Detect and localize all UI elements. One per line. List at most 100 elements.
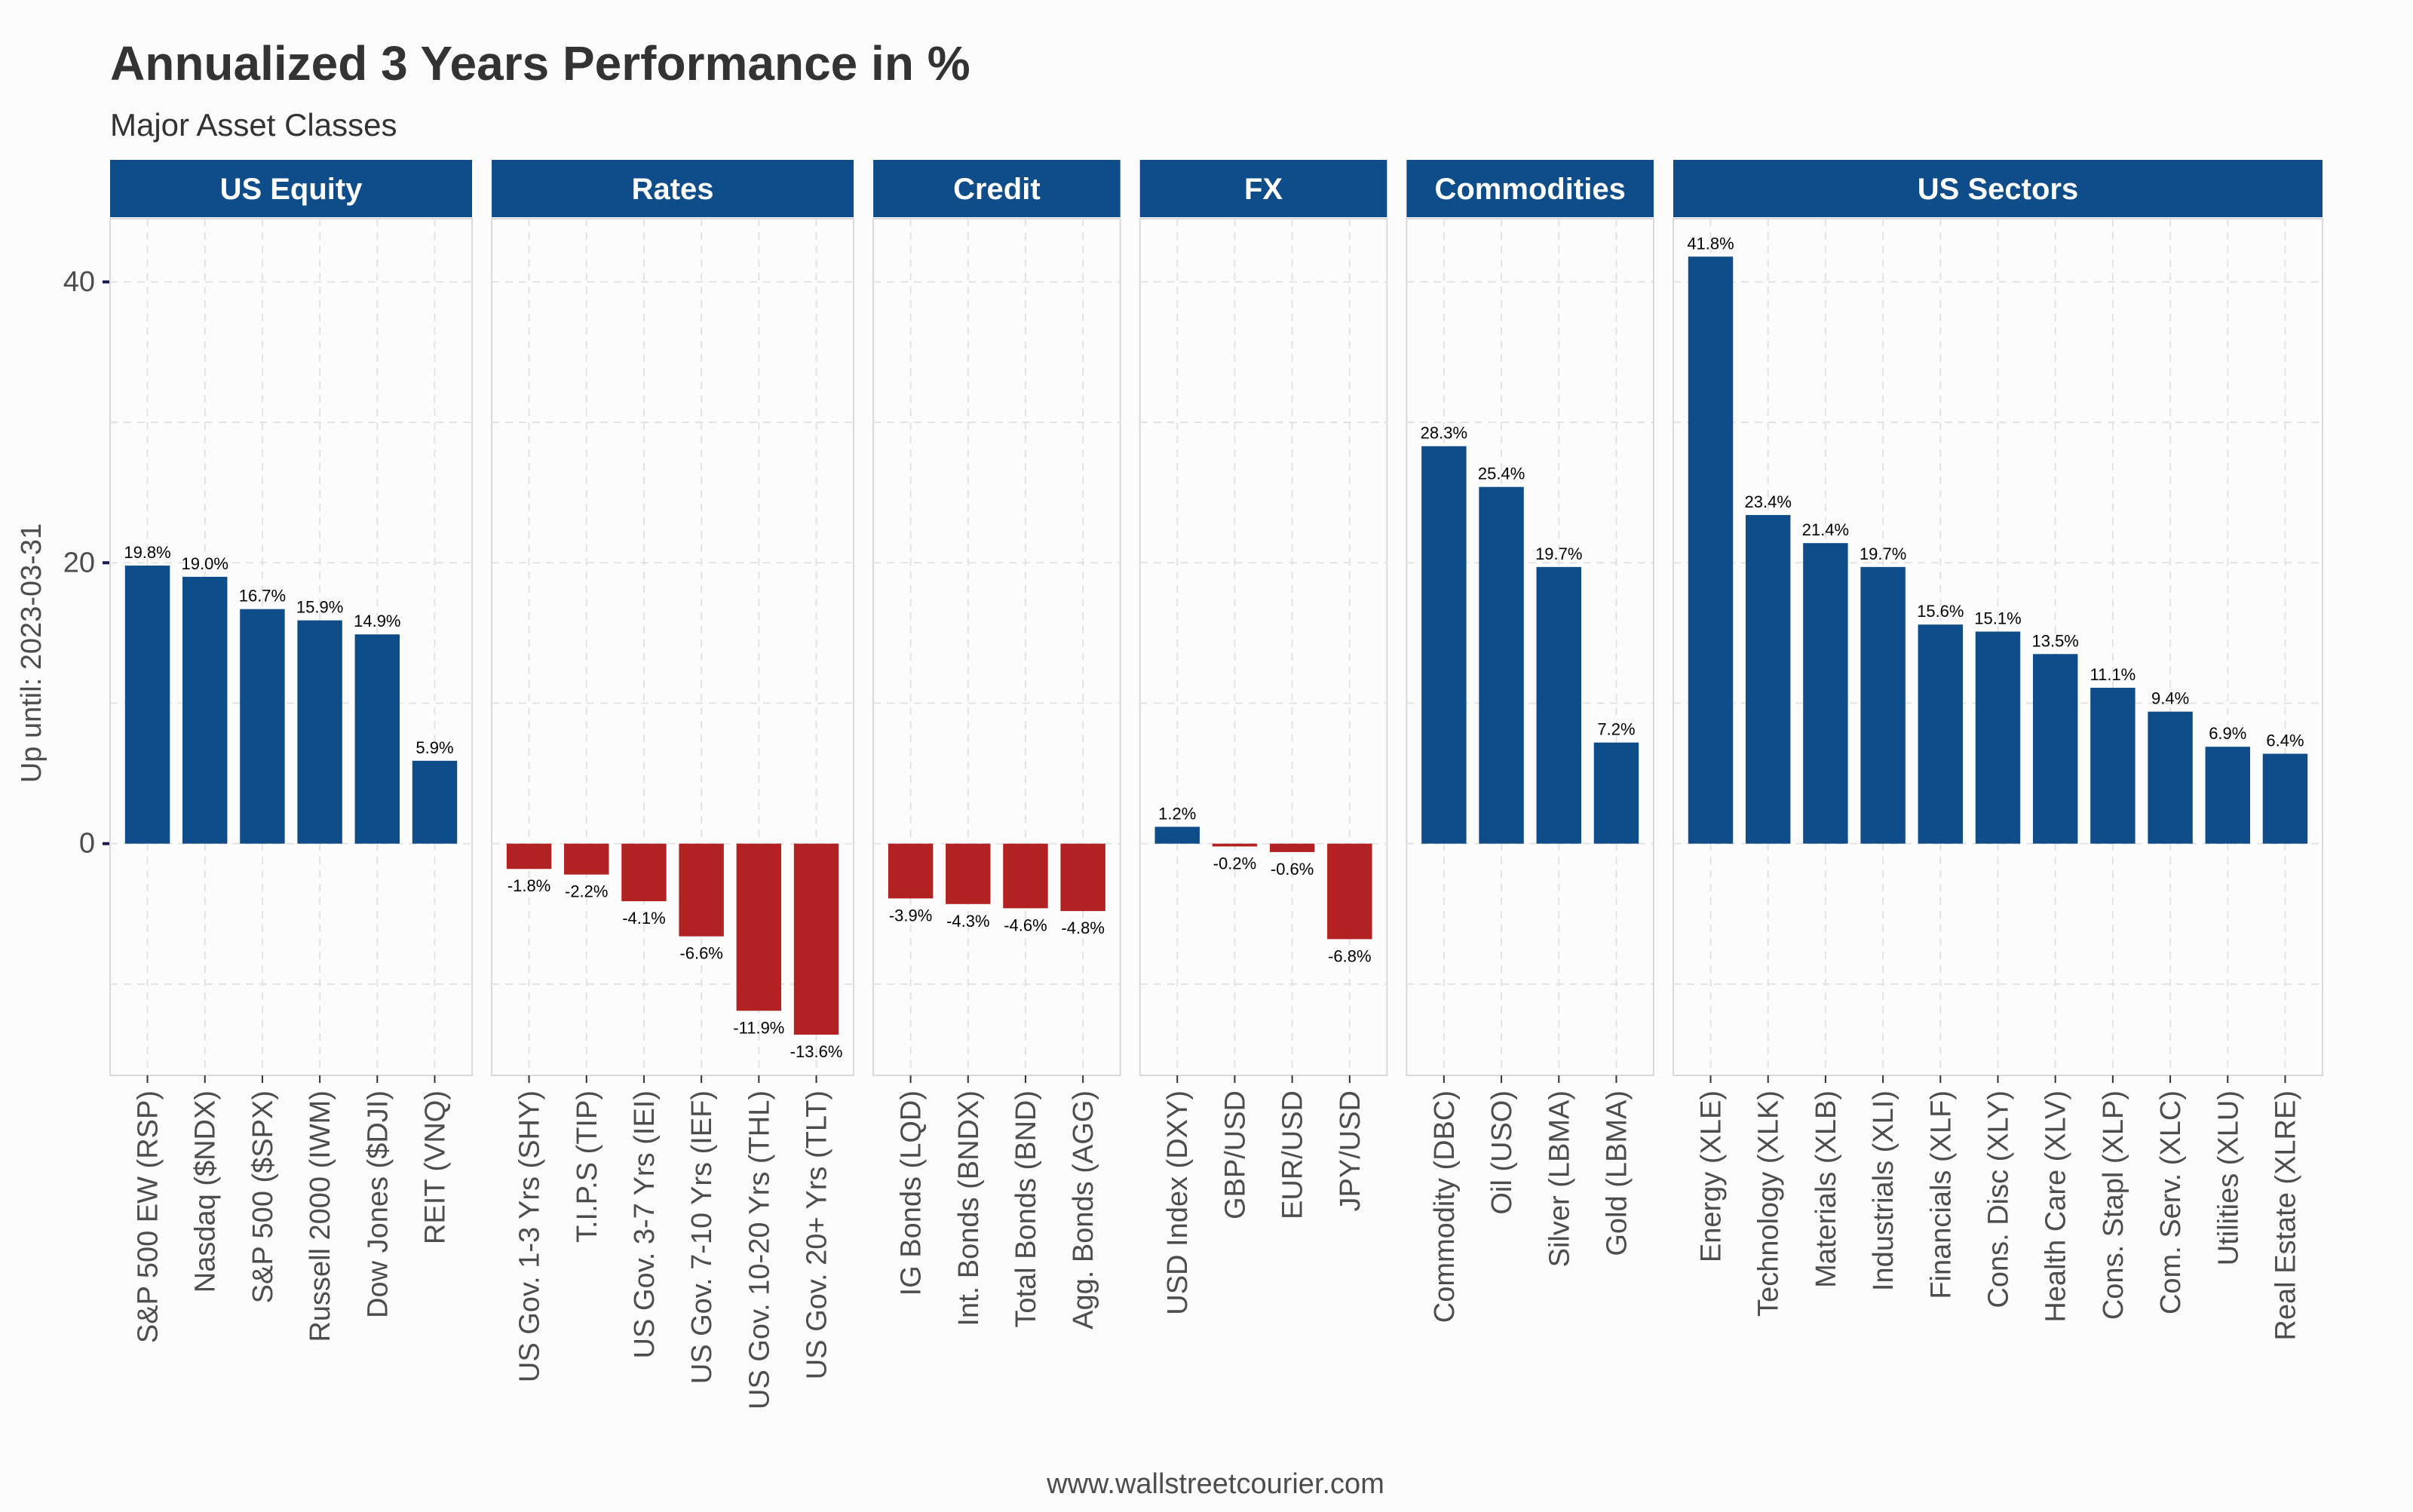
bar [1918,624,1964,844]
bar [2032,654,2078,844]
data-label: 14.9% [354,612,400,630]
data-label: 16.7% [239,587,286,606]
panel-background [491,218,855,1076]
bar [679,843,724,937]
bar [736,843,782,1011]
bar [412,760,458,844]
data-label: 11.1% [2090,665,2136,684]
data-label: 41.8% [1687,234,1734,253]
bar [1154,827,1200,844]
bar [2262,753,2308,844]
data-label: -4.3% [946,912,989,931]
x-tick-label: Dow Jones ($DJI) [362,1090,394,1318]
x-tick-label: US Gov. 10-20 Yrs (THL) [744,1090,775,1409]
x-tick-label: Industrials (XLI) [1868,1090,1899,1291]
x-tick-label: Silver (LBMA) [1544,1090,1575,1267]
x-tick-label: Int. Bonds (BNDX) [953,1090,985,1326]
x-tick-label: US Gov. 3-7 Yrs (IEI) [629,1090,661,1358]
x-tick-label: Nasdaq ($NDX) [190,1090,222,1293]
facet-panel-fx: FX 1.2% USD Index (DXY) -0.2% GBP/USD -0.6% EU… [1139,160,1388,1315]
data-label: -0.2% [1213,854,1256,873]
facet-strip [492,160,854,217]
data-label: -6.6% [679,944,722,963]
bar [1688,256,1734,844]
facet-panel-rates: Rates -1.8% US Gov. 1-3 Yrs (SHY) -2.2% T.I.… [491,160,855,1409]
x-tick-label: EUR/USD [1277,1090,1309,1219]
bar [1975,631,2021,844]
y-tick-label: 20 [63,547,95,578]
footer-source: www.wallstreetcourier.com [1046,1468,1384,1500]
x-tick-label: Materials (XLB) [1811,1090,1842,1288]
x-tick-label: Utilities (XLU) [2212,1090,2244,1265]
facet-strip [1673,160,2323,217]
x-tick-label: US Gov. 20+ Yrs (TLT) [802,1090,833,1379]
data-label: -1.8% [507,876,550,895]
x-tick-label: Energy (XLE) [1696,1090,1728,1262]
x-tick-label: US Gov. 1-3 Yrs (SHY) [514,1090,546,1382]
x-tick-label: Technology (XLK) [1753,1090,1785,1317]
data-label: 15.1% [1974,609,2021,628]
facet-panel-credit: Credit -3.9% IG Bonds (LQD) -4.3% Int. Bonds… [872,160,1121,1330]
data-label: 7.2% [1597,720,1635,739]
bar [2205,747,2250,844]
data-label: 6.4% [2266,731,2304,750]
facet-strip-label: US Equity [220,173,363,206]
facet-strip [873,160,1121,217]
bar [1479,486,1524,844]
data-label: 25.4% [1478,465,1525,483]
bar [240,609,285,844]
facet-strip-label: Credit [953,173,1041,206]
y-axis-label: Up until: 2023-03-31 [16,523,48,783]
data-label: -2.2% [565,882,608,901]
bar [1860,566,1906,844]
panel-background [109,218,474,1076]
data-label: 9.4% [2151,689,2189,708]
bar [1212,843,1258,847]
bar [946,843,991,904]
x-tick-label: IG Bonds (LQD) [896,1090,927,1296]
bar [124,565,170,844]
x-tick-label: Com. Serv. (XLC) [2155,1090,2187,1314]
data-label: 19.7% [1535,544,1582,563]
bar [1745,514,1791,844]
bar [564,843,609,875]
bar [354,634,400,844]
data-label: 15.6% [1917,602,1964,621]
x-tick-label: Health Care (XLV) [2040,1090,2072,1323]
data-label: 1.2% [1158,804,1196,823]
x-tick-label: Financials (XLF) [1925,1090,1957,1299]
x-tick-label: Commodity (DBC) [1429,1090,1461,1323]
bar [506,843,552,869]
bar [2148,711,2193,844]
bar [621,843,667,902]
bar [1003,843,1048,909]
facet-strip-label: Commodities [1434,173,1625,206]
x-tick-label: S&P 500 EW (RSP) [133,1090,164,1343]
facet-panel-commodities: Commodities 28.3% Commodity (DBC) 25.4% Oil … [1406,160,1654,1323]
y-tick-label: 40 [63,266,95,298]
facet-panel-us-equity: US Equity 19.8% S&P 500 EW (RSP) 19.0% Nasda… [109,160,474,1343]
x-tick-label: Oil (USO) [1486,1090,1518,1215]
chart-title: Annualized 3 Years Performance in % [110,36,970,90]
bar [2090,688,2136,844]
data-label: -13.6% [790,1042,843,1061]
data-label: 19.7% [1860,544,1906,563]
bar [1269,843,1315,852]
x-tick-label: REIT (VNQ) [420,1090,452,1244]
x-tick-label: T.I.P.S (TIP) [572,1090,603,1243]
facet-strip [110,160,473,217]
facet-strip-label: US Sectors [1918,173,2078,206]
data-label: 15.9% [296,598,343,617]
x-tick-label: Cons. Disc (XLY) [1982,1090,2014,1308]
bar [1421,446,1467,844]
bar [888,843,934,899]
bar [297,620,342,844]
x-tick-label: Total Bonds (BND) [1010,1090,1042,1328]
data-label: 23.4% [1745,492,1792,511]
chart-subtitle: Major Asset Classes [110,107,397,143]
data-label: -4.1% [622,909,665,928]
x-tick-label: Cons. Stapl (XLP) [2098,1090,2129,1320]
bar [1060,843,1105,912]
bar [1803,543,1848,844]
